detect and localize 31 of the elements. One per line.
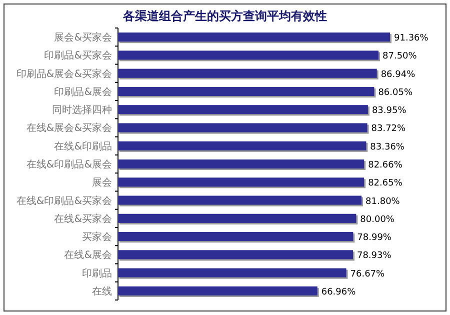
data-label: 81.80% [366, 196, 400, 207]
y-tick-label: 印刷品 [82, 267, 112, 280]
chart-title: 各渠道组合产生的买方查询平均有效性 [122, 9, 327, 23]
y-tick-label: 在线&买家会 [54, 212, 112, 225]
y-tick-label: 在线&展会&买家会 [26, 122, 112, 134]
data-label: 86.05% [378, 88, 413, 98]
y-tick-label: 买家会 [82, 231, 112, 244]
y-tick-label: 在线&印刷品&买家会 [16, 194, 112, 207]
data-label: 78.93% [356, 251, 392, 262]
y-tick-label: 展会 [92, 176, 112, 189]
data-label: 87.50% [382, 52, 418, 62]
y-tick-label: 印刷品&买家会 [44, 50, 112, 62]
y-tick-label: 展会&买家会 [54, 32, 112, 44]
y-tick-label: 在线&展会 [64, 249, 112, 262]
data-label: 86.94% [380, 70, 416, 80]
data-label: 82.66% [368, 160, 403, 170]
y-tick-label: 在线&印刷品&展会 [26, 158, 112, 170]
y-tick-label: 印刷品&展会 [54, 86, 112, 98]
data-label: 83.95% [372, 106, 407, 116]
data-label: 66.96% [321, 287, 356, 298]
y-tick-label: 在线&印刷品 [54, 140, 112, 152]
data-label: 83.36% [370, 142, 405, 152]
data-label: 78.99% [357, 233, 392, 244]
y-tick-label: 印刷品&展会&买家会 [16, 68, 112, 80]
data-label: 83.72% [371, 124, 406, 134]
data-label: 76.67% [350, 269, 386, 280]
y-tick-label: 同时选择四种 [52, 104, 112, 116]
y-tick-label: 在线 [92, 285, 112, 298]
data-label: 80.00% [360, 214, 395, 225]
data-label: 82.65% [368, 178, 403, 189]
data-label: 91.36% [394, 34, 429, 44]
